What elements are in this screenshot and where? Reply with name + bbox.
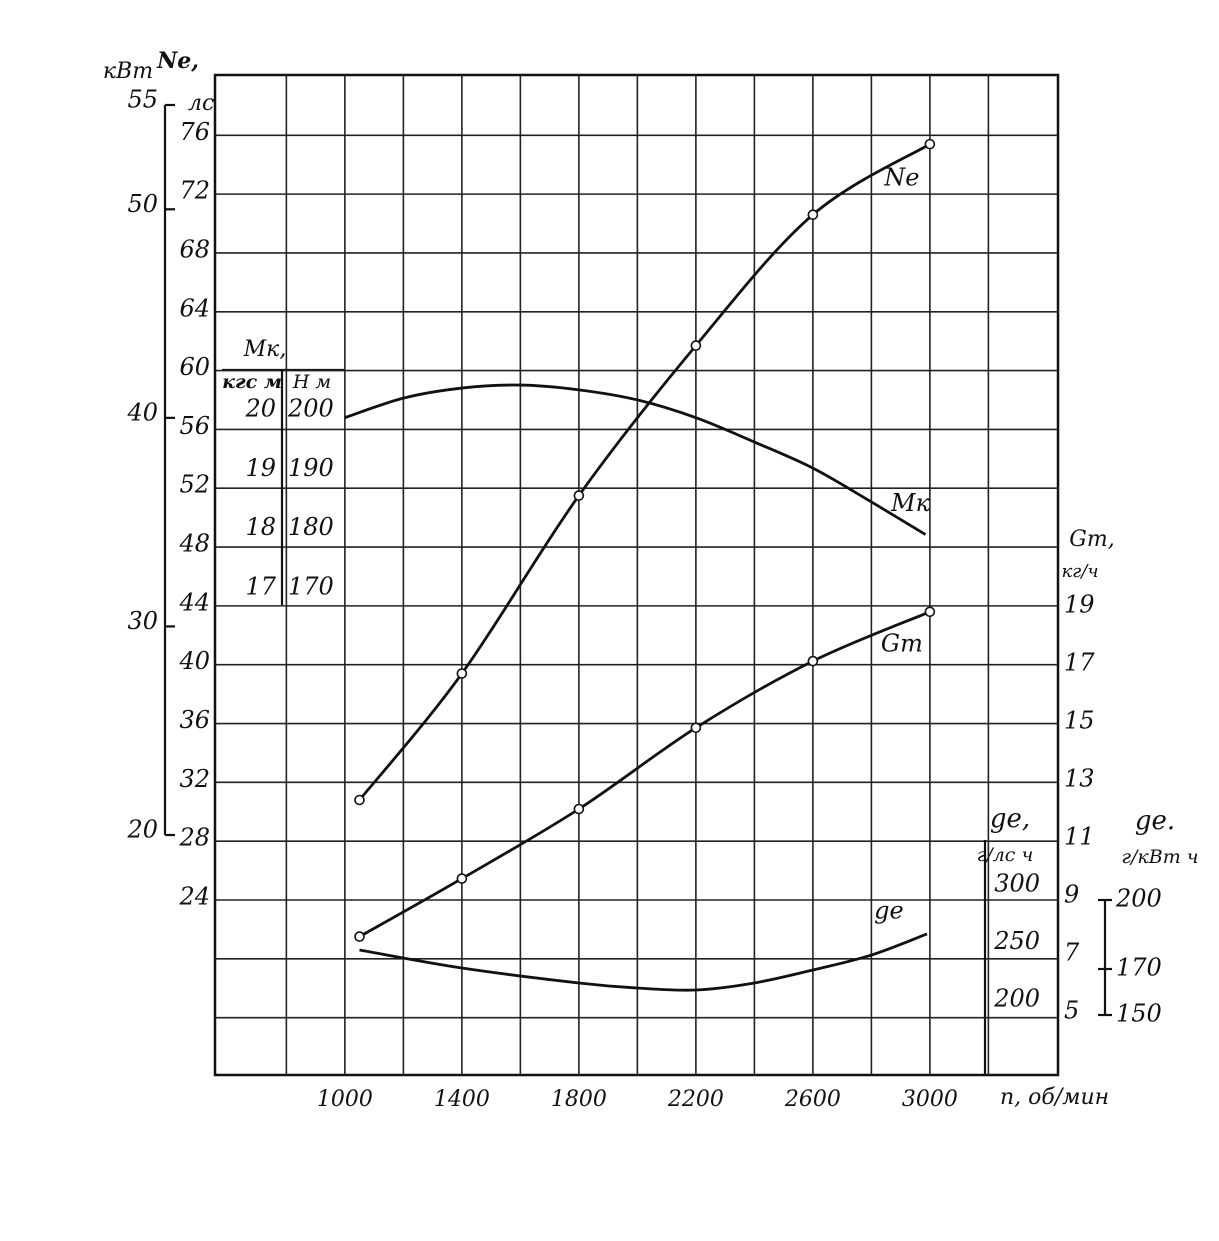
data-point [690, 340, 702, 351]
x-tick-label: 2200 [667, 1087, 724, 1112]
y2-tick-label: 5 [1064, 997, 1079, 1025]
ge-tick-label: 300 [994, 870, 1040, 898]
kw-tick-label: 30 [127, 607, 158, 635]
y2-tick-label: 11 [1064, 823, 1095, 851]
mk-axis-label: Mк, [243, 337, 287, 362]
y-tick-label: 68 [179, 235, 210, 263]
y-tick-label: 72 [179, 177, 210, 205]
ge-kw-tick-label: 150 [1116, 1000, 1162, 1028]
y2-tick-label: 9 [1064, 881, 1079, 909]
y-tick-label: 32 [179, 765, 210, 793]
y-tick-label: 36 [179, 706, 210, 734]
x-tick-label: 1400 [434, 1087, 490, 1112]
y-axis-label: Ne, [156, 48, 199, 74]
y-tick-label: 40 [178, 647, 210, 675]
series-line [358, 610, 931, 938]
ge-tick-label: 250 [993, 927, 1040, 955]
ge-kw-axis-unit: г/кВт ч [1121, 846, 1198, 868]
nm-tick-label: 170 [288, 573, 334, 601]
data-point [573, 490, 585, 501]
nm-tick-label: 200 [287, 395, 334, 423]
y2-axis-unit: кг/ч [1061, 561, 1098, 582]
mk-tick-label: 17 [245, 573, 276, 601]
x-tick-label: 2600 [784, 1087, 841, 1112]
y2-tick-label: 7 [1064, 939, 1080, 967]
mk-tick-label: 19 [245, 454, 276, 482]
kw-tick-label: 50 [127, 190, 158, 218]
data-point [354, 931, 365, 942]
kw-axis-label: кВт [103, 59, 153, 84]
data-point [807, 655, 819, 667]
x-tick-label: 1800 [551, 1087, 607, 1112]
data-point [690, 722, 702, 734]
nm-tick-label: 190 [288, 454, 334, 482]
mk-tick-label: 18 [245, 513, 276, 541]
y2-tick-label: 19 [1064, 591, 1095, 619]
data-point [924, 606, 936, 618]
data-point [924, 138, 936, 150]
y2-axis-label: Gт, [1069, 527, 1114, 552]
kw-tick-label: 40 [126, 398, 158, 426]
x-axis-label: n, об/мин [1000, 1085, 1109, 1110]
ge-kw-tick-label: 200 [1115, 885, 1162, 913]
y-tick-label: 64 [179, 294, 210, 322]
ge-kw-axis-label: ge. [1135, 806, 1175, 836]
ge-kw-tick-label: 170 [1116, 954, 1162, 982]
y-axis-unit: лс [188, 91, 214, 116]
y2-tick-label: 17 [1064, 649, 1095, 677]
y-tick-label: 52 [179, 471, 210, 499]
series-label: Gт [881, 629, 923, 657]
series-label: Ne [883, 164, 919, 192]
series-label: ge [874, 896, 904, 924]
nm-axis-unit: Н м [292, 371, 331, 393]
mk-axis-unit: кгс м [222, 371, 282, 393]
y2-tick-label: 13 [1064, 765, 1095, 793]
y2-tick-label: 15 [1064, 707, 1095, 735]
kw-tick-label: 55 [127, 86, 158, 114]
ge-axis-label: ge, [990, 804, 1030, 834]
series-label: Mк [890, 489, 931, 517]
series-line [344, 383, 927, 536]
y-tick-label: 44 [178, 588, 210, 616]
data-point [354, 794, 365, 806]
nm-tick-label: 180 [288, 513, 334, 541]
data-point [573, 803, 585, 815]
ge-tick-label: 200 [993, 985, 1040, 1013]
y-tick-label: 76 [179, 118, 210, 146]
series-line [358, 142, 931, 801]
data-point [456, 668, 468, 679]
y-tick-label: 28 [178, 824, 210, 852]
x-tick-label: 1000 [317, 1087, 373, 1112]
y-tick-label: 56 [179, 412, 210, 440]
plot-frame [213, 73, 1060, 1077]
data-point [807, 209, 819, 221]
mk-tick-label: 20 [244, 395, 276, 423]
x-tick-label: 3000 [902, 1087, 958, 1112]
kw-tick-label: 20 [126, 816, 158, 844]
y-tick-label: 24 [178, 883, 210, 911]
y-tick-label: 48 [178, 530, 210, 558]
series-line [359, 932, 928, 992]
y-tick-label: 60 [179, 353, 210, 381]
data-point [456, 873, 468, 884]
ge-axis-unit: г/лс ч [977, 844, 1034, 866]
